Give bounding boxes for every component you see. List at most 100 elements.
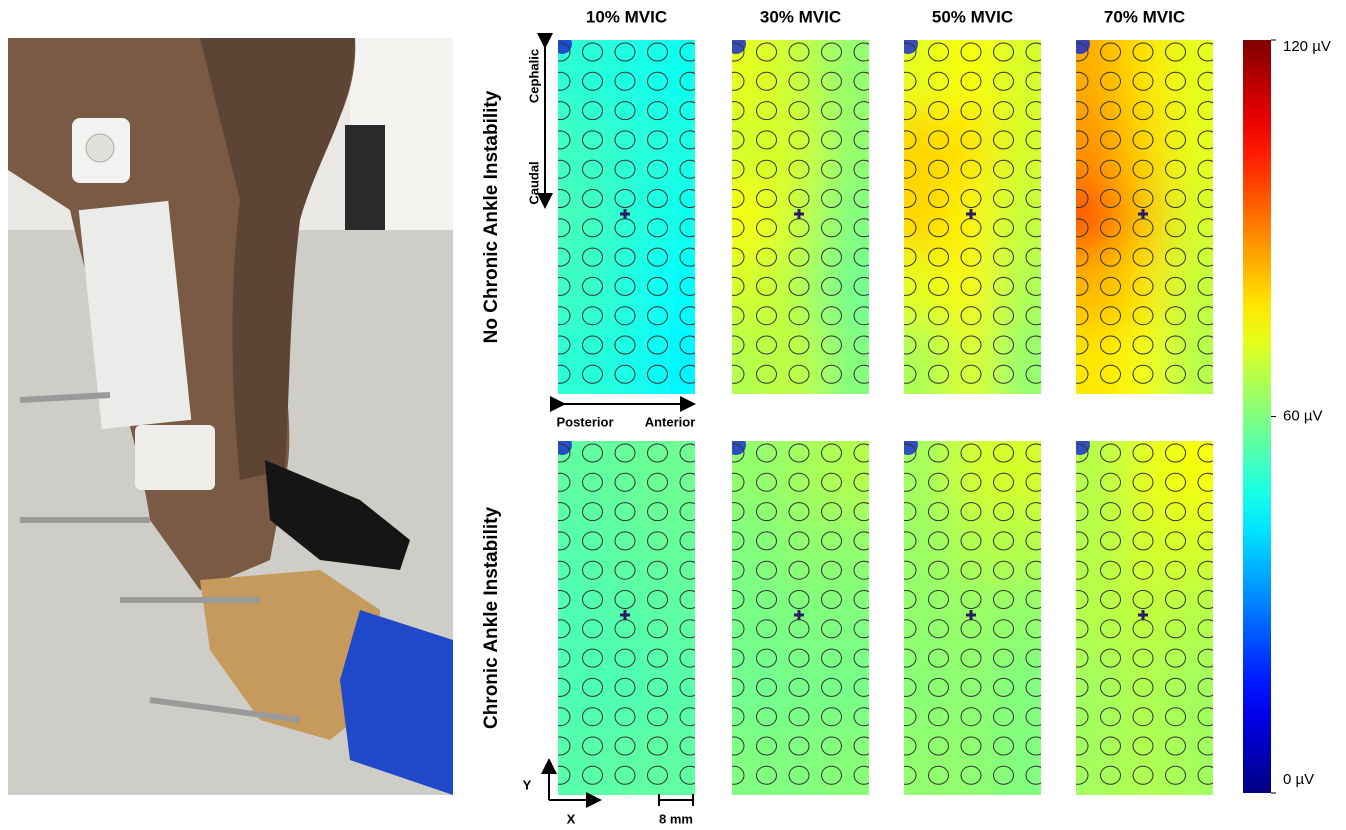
electrode (1166, 796, 1186, 814)
electrode (1068, 395, 1088, 413)
electrode (854, 796, 874, 814)
electrode (757, 796, 777, 814)
heatmap-cell (778, 323, 825, 435)
heatmap-cell (1036, 252, 1123, 324)
electrode (615, 796, 635, 814)
heatmap-cell (864, 182, 951, 254)
column-title: 10% MVIC (586, 7, 667, 26)
scale-bar (659, 794, 693, 806)
heatmap-cell (950, 252, 997, 324)
electrode (1198, 796, 1218, 814)
corner-spot (552, 34, 572, 54)
electrode (757, 395, 777, 413)
heatmap-cell (604, 111, 651, 183)
heatmap-cell (950, 182, 997, 254)
heatmap-cell (778, 512, 825, 584)
heatmap-cell (1036, 512, 1123, 584)
corner-spot (898, 435, 918, 455)
heatmap-cell (1167, 401, 1254, 513)
heatmap-cell (950, 401, 997, 513)
electrode (1166, 395, 1186, 413)
heatmap-cell (778, 653, 825, 725)
electrode (724, 395, 744, 413)
heatmap-cell (1036, 111, 1123, 183)
heatmap-cell (823, 583, 910, 655)
heatmap-cell (1036, 724, 1123, 830)
electrode (724, 796, 744, 814)
heatmap-cell (864, 512, 951, 584)
annotation: Y (523, 777, 532, 792)
heatmap-cell (995, 252, 1082, 324)
electrode (929, 796, 949, 814)
heatmap-cell (1167, 583, 1254, 655)
heatmap-cell (518, 583, 605, 655)
electrode (1026, 796, 1046, 814)
electrode (961, 395, 981, 413)
heatmap-cell (692, 512, 779, 584)
heatmap-cell (604, 252, 651, 324)
heatmap-cell (778, 583, 825, 655)
heatmap-cell (778, 401, 825, 513)
annotation: Cephalic (526, 49, 541, 103)
heatmap (692, 401, 910, 830)
heatmap-cell (778, 724, 825, 830)
heatmap-cell (950, 111, 997, 183)
heatmap (1036, 401, 1254, 830)
heatmap-cell (692, 323, 779, 435)
colorbar-tick-label: 0 µV (1283, 771, 1314, 788)
heatmap-cell (1122, 653, 1169, 725)
heatmap-cell (692, 182, 779, 254)
heatmap-cell (1122, 724, 1169, 830)
heatmap (518, 0, 736, 435)
heatmap (518, 401, 736, 830)
heatmap-cell (864, 401, 951, 513)
figure: Cephalic Caudal Posterior Anterior Y X 8… (0, 0, 1346, 830)
electrode (1026, 395, 1046, 413)
corner-spot (726, 34, 746, 54)
heatmap-cell (778, 111, 825, 183)
heatmap (692, 0, 910, 435)
heatmap-cell (692, 401, 779, 513)
electrode (789, 796, 809, 814)
heatmap-cell (823, 512, 910, 584)
heatmap-cell (950, 583, 997, 655)
heatmap-cell (995, 401, 1082, 513)
heatmap-cell (518, 252, 605, 324)
heatmap-cell (823, 111, 910, 183)
heatmap-cell (1036, 323, 1123, 435)
heatmap-cell (1122, 111, 1169, 183)
heatmap-cell (823, 653, 910, 725)
electrode (789, 395, 809, 413)
electrode (994, 796, 1014, 814)
heatmap-cell (604, 653, 651, 725)
heatmap-cell (1122, 252, 1169, 324)
corner-spot (898, 34, 918, 54)
heatmap-cell (950, 653, 997, 725)
heatmap-cell (604, 512, 651, 584)
heatmap-cell (1167, 512, 1254, 584)
heatmap-cell (864, 583, 951, 655)
heatmap-cell (1167, 252, 1254, 324)
corner-spot (1070, 34, 1090, 54)
electrode (1133, 395, 1153, 413)
annotation: Posterior (556, 414, 613, 429)
electrode (583, 796, 603, 814)
column-title: 70% MVIC (1104, 7, 1185, 26)
annotation: X (567, 811, 576, 826)
heatmap-cell (864, 252, 951, 324)
electrode (1101, 395, 1121, 413)
electrode (1101, 796, 1121, 814)
heatmap-cell (1122, 401, 1169, 513)
heatmap-cell (950, 724, 997, 830)
heatmap-cell (1122, 583, 1169, 655)
heatmap-cell (1122, 323, 1169, 435)
heatmap-cell (1036, 401, 1123, 513)
page: {"chart_data": {"type": "heatmap", "colu… (0, 0, 1346, 830)
heatmap-cell (778, 182, 825, 254)
heatmap-cell (1122, 512, 1169, 584)
annotation: Caudal (526, 161, 541, 204)
heatmap-cell (604, 583, 651, 655)
heatmap-cell (950, 323, 997, 435)
heatmap-cell (692, 583, 779, 655)
column-title: 50% MVIC (932, 7, 1013, 26)
